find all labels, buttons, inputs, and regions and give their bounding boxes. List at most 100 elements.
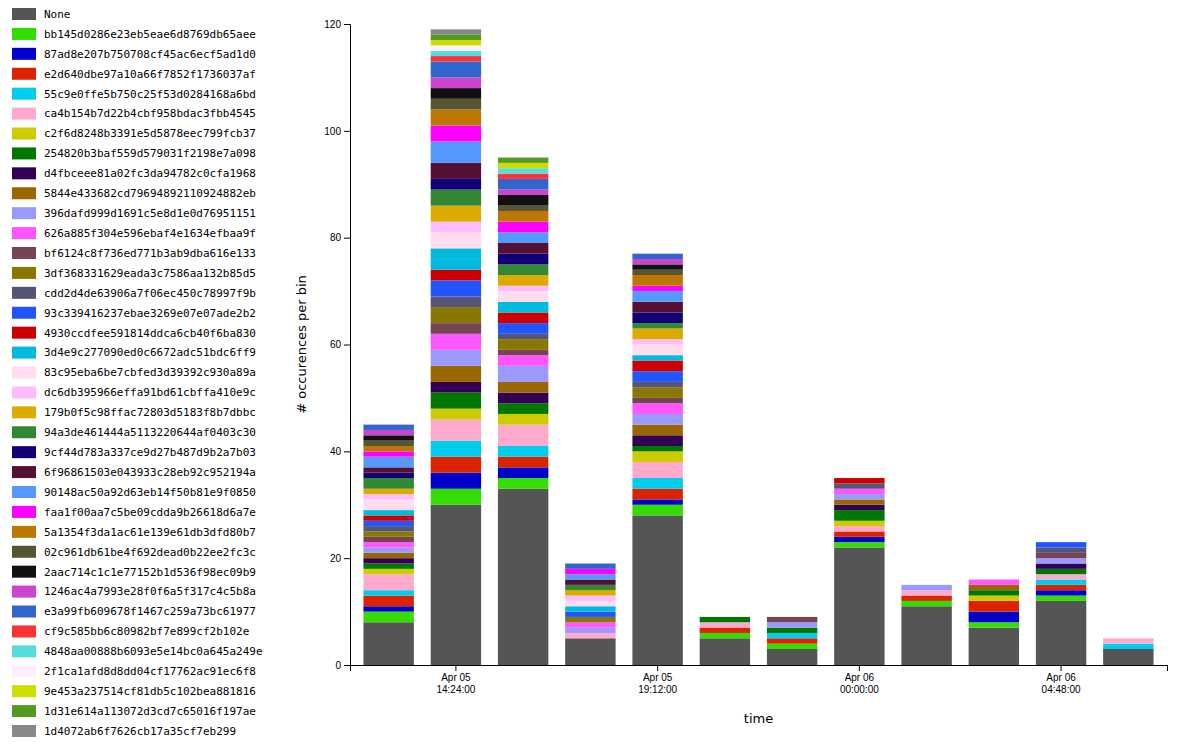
bar-segment <box>1103 638 1153 639</box>
bar-segment <box>1036 542 1086 543</box>
bar-segment <box>700 616 750 617</box>
bar-segment <box>700 638 750 665</box>
bar-segment <box>632 286 682 291</box>
bar-segment <box>498 312 548 323</box>
legend-label: 3df368331629eada3c7586aa132b85d5 <box>44 267 256 280</box>
bar-segment <box>700 616 750 617</box>
bar-segment <box>969 579 1019 580</box>
legend-item: 396dafd999d1691c5e8d1e0d76951151 <box>12 207 256 220</box>
bar-segment <box>901 584 951 585</box>
bar-segment <box>767 616 817 617</box>
bar-segment <box>431 441 481 457</box>
legend-label: 3d4e9c277090ed0c6672adc51bdc6ff9 <box>44 346 256 359</box>
bar-segment <box>834 542 884 547</box>
legend-item: 93c339416237ebae3269e07e07ade2b2 <box>12 307 256 320</box>
bar-segment <box>969 628 1019 665</box>
legend-item: e2d640dbe97a10a66f7852f1736037af <box>12 68 256 81</box>
bar-segment <box>834 478 884 479</box>
bar-segment <box>565 628 615 633</box>
legend-item: e3a99fb609678f1467c259a73bc61977 <box>12 605 256 618</box>
bar-segment <box>431 409 481 420</box>
bar-segment <box>901 596 951 601</box>
bar-segment <box>1036 542 1086 543</box>
bar-segment <box>565 585 615 590</box>
bar-segment <box>498 334 548 339</box>
bar-segment <box>632 403 682 414</box>
bar-segment <box>363 425 413 430</box>
x-tick: Apr 0604:48:00 <box>1042 665 1081 695</box>
bar-segment <box>1103 638 1153 639</box>
bar-segment <box>969 579 1019 580</box>
legend-label: ca4b154b7d22b4cbf958bdac3fbb4545 <box>44 107 256 120</box>
bar-segment <box>431 29 481 34</box>
bar-segment <box>834 478 884 479</box>
bar-segment <box>363 596 413 607</box>
bar-segment <box>1103 638 1153 639</box>
bar-segment <box>431 99 481 110</box>
series <box>363 478 1086 649</box>
legend-item: 1246ac4a7993e28f0f6a5f317c4c5b8a <box>12 585 256 598</box>
bar-segment <box>834 489 884 494</box>
bar-segment <box>767 616 817 617</box>
bar-segment <box>834 526 884 531</box>
bar-segment <box>431 323 481 334</box>
bar-segment <box>363 494 413 499</box>
y-tick-mark <box>344 665 350 666</box>
bar-segment <box>834 478 884 479</box>
legend-item: 179b0f5c98ffac72803d5183f8b7dbbc <box>12 406 256 419</box>
legend-item: cdd2d4de63906a7f06ec450c78997f9b <box>12 287 256 300</box>
bar-segment <box>363 526 413 531</box>
bar-segment <box>431 190 481 206</box>
legend-label: 83c95eba6be7cbfed3d39392c930a89a <box>44 366 256 379</box>
bar-segment <box>901 584 951 585</box>
bar-segment <box>767 616 817 617</box>
bar-segment <box>498 275 548 286</box>
bar-segment <box>1103 638 1153 639</box>
legend-item: 1d4072ab6f7626cb17a35cf7eb299 <box>12 725 236 738</box>
bar-segment <box>901 584 951 585</box>
legend-label: 87ad8e207b750708cf45ac6ecf5ad1d0 <box>44 48 256 61</box>
bar-segment <box>901 584 951 585</box>
bar-segment <box>363 430 413 435</box>
bar-segment <box>363 622 413 665</box>
series <box>363 99 682 446</box>
bar-segment <box>632 270 682 275</box>
bar-segment <box>969 579 1019 580</box>
bar-segment <box>901 584 951 585</box>
bar-segment <box>498 222 548 233</box>
series <box>363 190 682 591</box>
bar-segment <box>834 510 884 521</box>
bar-segment <box>363 424 413 425</box>
bar-segment <box>969 579 1019 580</box>
bar-segment <box>969 579 1019 580</box>
legend-swatch <box>12 88 36 100</box>
bar-segment <box>1036 542 1086 543</box>
bar-segment <box>498 489 548 665</box>
legend-swatch <box>12 665 36 677</box>
chart: 020406080100120Apr 0514:24:00Apr 0519:12… <box>0 0 1191 745</box>
legend-swatch <box>12 685 36 697</box>
bar-segment <box>632 387 682 398</box>
bar-segment <box>632 478 682 489</box>
bar-segment <box>969 579 1019 580</box>
series <box>363 350 1086 633</box>
bar-segment <box>431 393 481 409</box>
bar-segment <box>1036 542 1086 543</box>
legend-item: bb145d0286e23eb5eae6d8769db65aee <box>12 28 256 41</box>
x-tick-mark <box>657 665 658 671</box>
bar-segment <box>431 248 481 269</box>
bar-segment <box>767 616 817 617</box>
bar-segment <box>700 616 750 617</box>
bar-segment <box>1103 638 1153 639</box>
legend-label: faa1f00aa7c5be09cdda9b26618d6a7e <box>44 506 256 519</box>
bar-segment <box>901 584 951 585</box>
y-tick-label: 80 <box>330 232 342 243</box>
legend-item: 9e453a237514cf81db5c102bea881816 <box>12 685 256 698</box>
bar-segment <box>834 478 884 479</box>
bar-segment <box>431 222 481 233</box>
bar-segment <box>834 547 884 665</box>
series <box>363 307 682 622</box>
bar-segment <box>363 531 413 536</box>
x-axis-line <box>351 666 1168 672</box>
legend-label: 93c339416237ebae3269e07e07ade2b2 <box>44 307 256 320</box>
